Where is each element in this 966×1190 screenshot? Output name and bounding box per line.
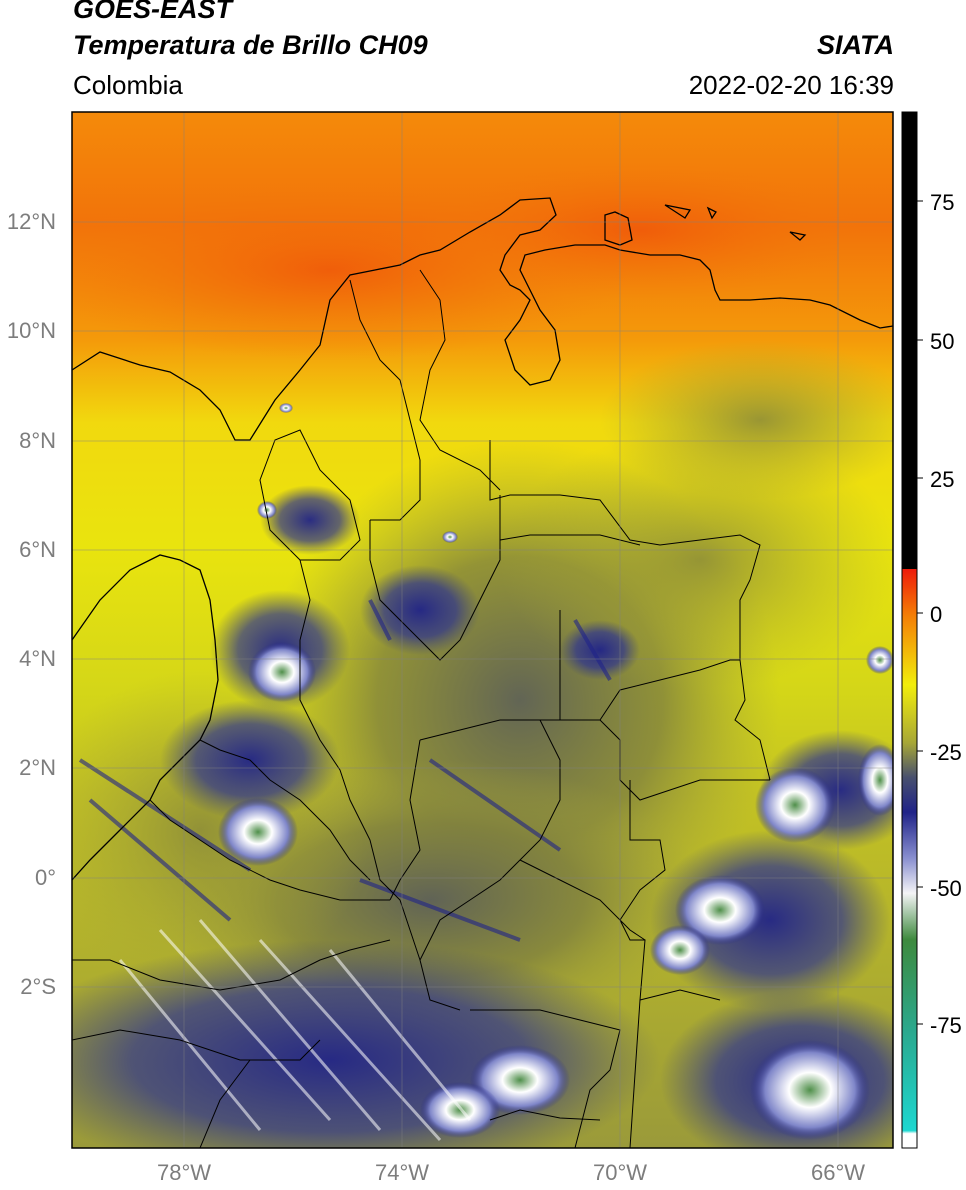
lat-label-4n: 4°N bbox=[19, 646, 56, 671]
lat-label-6n: 6°N bbox=[19, 537, 56, 562]
map-frame bbox=[71, 111, 894, 1149]
lon-label-78w: 78°W bbox=[156, 1160, 212, 1185]
lat-label-10n: 10°N bbox=[6, 318, 56, 343]
satellite-title: GOES-EAST bbox=[73, 0, 233, 24]
source-label: SIATA bbox=[817, 30, 894, 60]
lat-label-12n: 12°N bbox=[6, 209, 56, 234]
coastlines bbox=[72, 197, 893, 881]
datetime-label: 2022-02-20 16:39 bbox=[688, 70, 894, 100]
lon-label-70w: 70°W bbox=[592, 1160, 648, 1185]
colorbar-tick-minus75: -75 bbox=[930, 1013, 962, 1038]
colorbar-tick-75: 75 bbox=[930, 190, 955, 215]
colorbar-tick-0: 0 bbox=[930, 602, 943, 627]
admin-borders bbox=[72, 269, 771, 1148]
lat-label-8n: 8°N bbox=[19, 428, 56, 453]
lon-label-74w: 74°W bbox=[374, 1160, 430, 1185]
colorbar-tick-minus50: -50 bbox=[930, 876, 962, 901]
colorbar-frame bbox=[901, 111, 918, 1149]
brightness-temperature-field bbox=[72, 112, 893, 1148]
colorbar bbox=[901, 111, 923, 1149]
lat-label-2n: 2°N bbox=[19, 755, 56, 780]
colorbar-band-black bbox=[902, 112, 917, 569]
colorbar-tick-50: 50 bbox=[930, 329, 955, 354]
product-title: Temperatura de Brillo CH09 bbox=[73, 30, 428, 60]
lat-label-0: 0° bbox=[34, 865, 56, 890]
graticule bbox=[72, 112, 893, 1148]
colorbar-tick-25: 25 bbox=[930, 467, 955, 492]
colorbar-gradient bbox=[902, 569, 917, 1148]
lon-label-66w: 66°W bbox=[810, 1160, 866, 1185]
colorbar-tick-minus25: -25 bbox=[930, 740, 962, 765]
lat-label-2s: 2°S bbox=[20, 974, 56, 999]
region-label: Colombia bbox=[73, 70, 183, 100]
